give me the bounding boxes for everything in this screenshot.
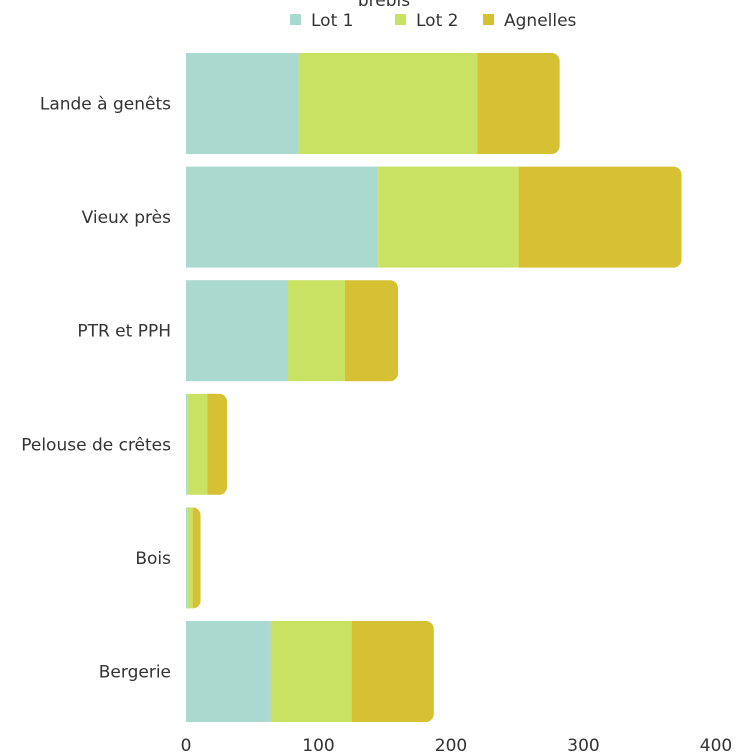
x-tick-label-200: 200	[435, 736, 467, 754]
category-label-pelouse-de-cretes: Pelouse de crêtes	[21, 435, 171, 455]
bar-bergerie-lot-1	[186, 621, 271, 722]
legend-swatch-agnelles	[483, 14, 494, 25]
bar-vieux-pres-agnelles	[518, 166, 682, 268]
category-labels: Lande à genêts Vieux près PTR et PPH Pelous…	[21, 95, 171, 683]
category-label-bois: Bois	[135, 549, 171, 569]
bar-ptr-et-pph-lot-2	[288, 280, 345, 382]
bar-bergerie-agnelles	[351, 621, 434, 722]
bar-pelouse-de-cretes-lot-2	[187, 393, 208, 495]
bar-lande-a-genets-agnelles	[477, 53, 560, 154]
bar-ptr-et-pph-lot-1	[186, 280, 289, 382]
chart-title: brebis	[358, 0, 410, 11]
x-tick-label-0: 0	[181, 736, 192, 754]
category-label-lande-a-genets: Lande à genêts	[40, 95, 171, 115]
bar-pelouse-de-cretes-agnelles	[207, 393, 228, 495]
category-label-ptr-et-pph: PTR et PPH	[77, 322, 171, 342]
legend: Lot 1 Lot 2 Agnelles	[290, 11, 577, 31]
bar-bergerie-lot-2	[270, 621, 352, 722]
bar-pelouse-de-cretes-lot-1	[186, 393, 188, 495]
bar-ptr-et-pph-agnelles	[345, 280, 398, 382]
x-tick-label-400: 400	[700, 736, 732, 754]
legend-swatch-lot-1	[290, 14, 301, 25]
bar-vieux-pres-lot-1	[186, 166, 379, 268]
category-label-bergerie: Bergerie	[99, 663, 171, 683]
bar-bois-agnelles	[192, 507, 201, 609]
legend-label-lot-1: Lot 1	[311, 11, 353, 31]
bar-bois-lot-2	[187, 507, 193, 609]
bar-bois-lot-1	[186, 507, 188, 609]
legend-label-agnelles: Agnelles	[504, 11, 577, 31]
x-tick-labels: 0 100 200 300 400	[181, 736, 733, 754]
bar-lande-a-genets-lot-1	[186, 53, 299, 154]
x-tick-label-300: 300	[567, 736, 599, 754]
legend-swatch-lot-2	[395, 14, 406, 25]
bar-vieux-pres-lot-2	[378, 166, 519, 268]
legend-label-lot-2: Lot 2	[416, 11, 458, 31]
bars-group	[186, 53, 682, 722]
category-label-vieux-pres: Vieux près	[82, 208, 172, 228]
x-tick-label-100: 100	[302, 736, 334, 754]
bar-lande-a-genets-lot-2	[298, 53, 478, 154]
